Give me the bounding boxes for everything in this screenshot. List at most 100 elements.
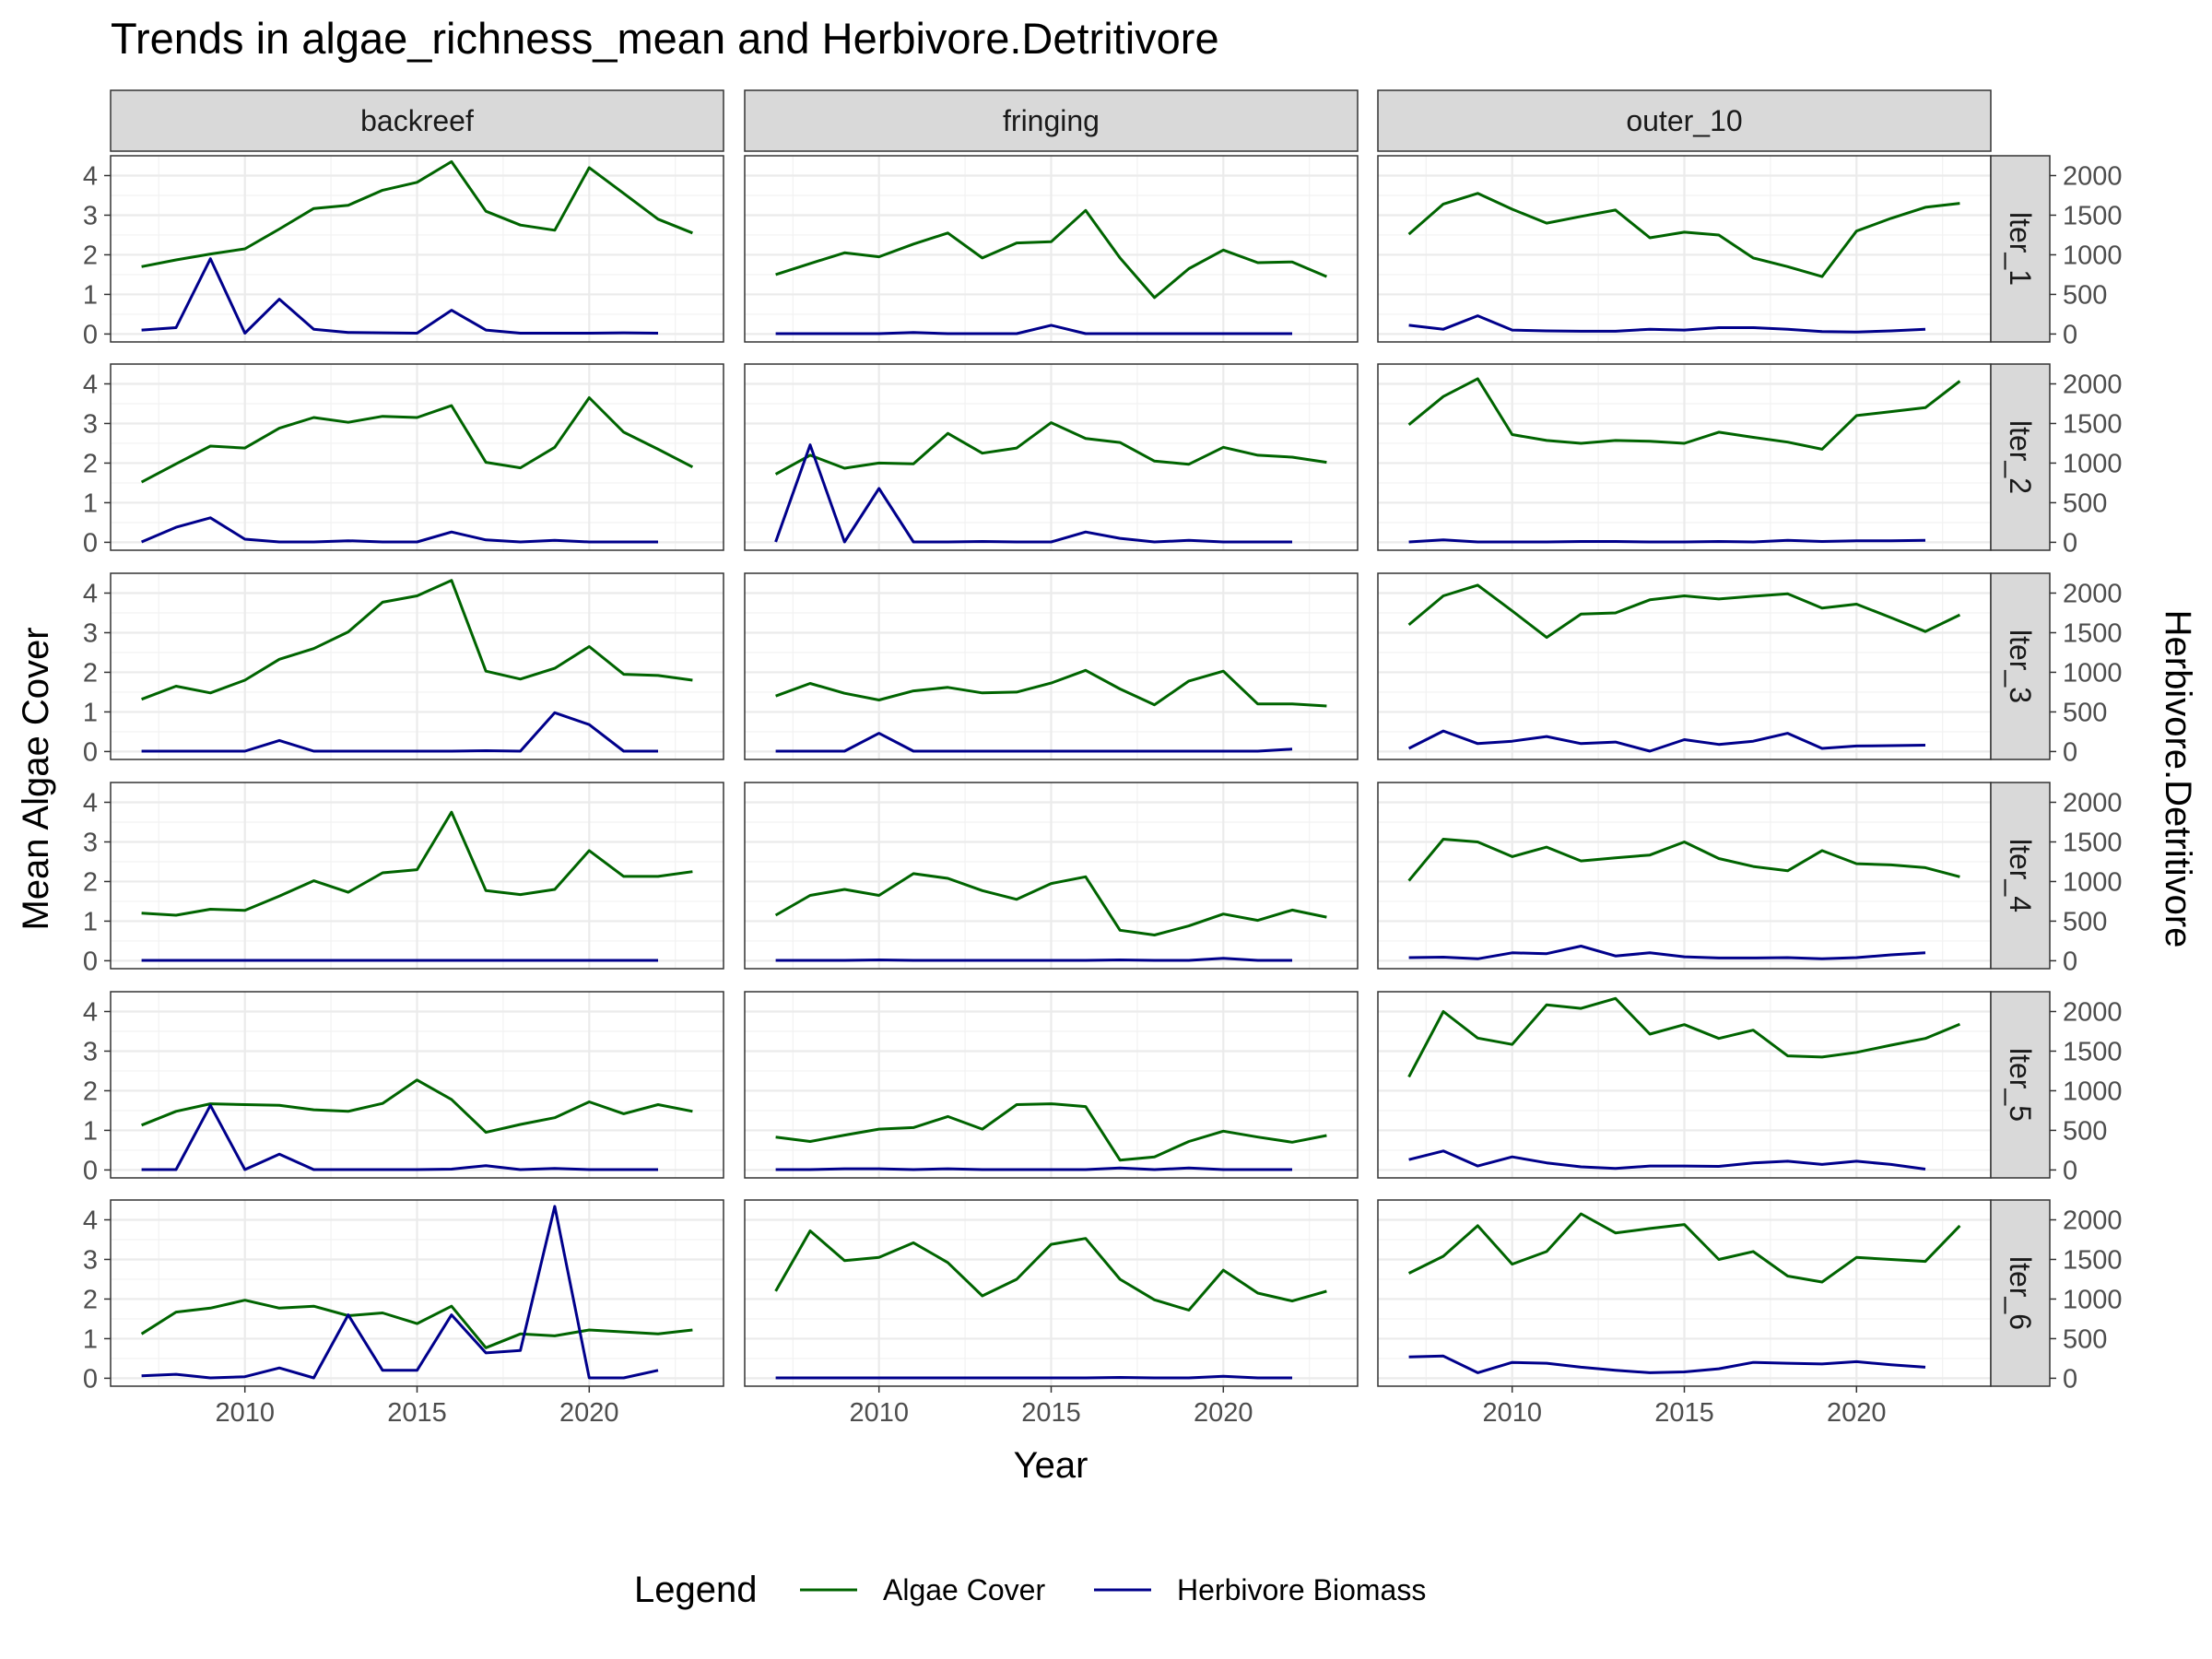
series-line-herbivore-biomass	[775, 957, 1292, 962]
series-line-herbivore-biomass	[141, 1103, 658, 1171]
series-line-algae-cover	[774, 872, 1327, 936]
panel-lter_4-fringing	[744, 782, 1359, 970]
strip-label-lter_2: lter_2	[2004, 420, 2037, 494]
series-line-herbivore-biomass	[774, 443, 1292, 544]
series-line-herbivore-biomass	[1408, 538, 1926, 544]
series-line-algae-cover	[141, 810, 693, 917]
y-tick-label-right: 1500	[2063, 1037, 2123, 1066]
panel-lter_5-outer_10	[1377, 991, 1992, 1179]
y-axis-right: 0 500 1000 1500 2000 0 500 1000 1500 2000 0 500 1000…	[2050, 161, 2123, 1394]
strip-fringing	[744, 89, 1359, 152]
series-line-herbivore-biomass	[141, 516, 658, 544]
series-line-herbivore-biomass	[141, 1205, 659, 1380]
panel-border	[110, 363, 724, 551]
y-tick-label-right: 2000	[2063, 1206, 2123, 1235]
y-tick-label-right: 500	[2063, 907, 2107, 936]
strip-label-lter_3: lter_3	[2004, 629, 2037, 703]
y-tick-label-right: 1500	[2063, 1245, 2123, 1275]
y-tick-label-left: 3	[83, 409, 98, 439]
strip-lter_4	[1990, 782, 2051, 970]
facet-panels	[110, 155, 1992, 1387]
y-tick-label-left: 3	[83, 1037, 98, 1066]
y-axis-right-title: Herbivore.Detritivore	[2158, 610, 2198, 948]
series-line-algae-cover	[140, 1299, 693, 1349]
y-tick-label-left: 2	[83, 867, 98, 897]
y-tick-label-left: 0	[83, 1156, 98, 1185]
panel-border	[744, 991, 1359, 1179]
y-tick-label-right: 1000	[2063, 1285, 2123, 1314]
strip-label-fringing: fringing	[1003, 104, 1100, 137]
panel-border	[744, 572, 1359, 760]
series-line-algae-cover	[775, 668, 1327, 708]
series-line-algae-cover	[141, 159, 693, 268]
legend-label-herbivore-biomass: Herbivore Biomass	[1177, 1573, 1426, 1606]
y-tick-label-left: 3	[83, 618, 98, 648]
y-tick-label-left: 1	[83, 1116, 98, 1146]
y-tick-label-right: 1000	[2063, 241, 2123, 270]
row-strips: lter_1 lter_2 lter_3 lter_4 lter_5 lter_6	[1990, 155, 2051, 1387]
x-tick-label: 2020	[1194, 1398, 1253, 1428]
strip-lter_1	[1990, 155, 2051, 343]
strip-label-lter_1: lter_1	[2004, 212, 2037, 286]
legend-title: Legend	[634, 1570, 757, 1610]
x-tick-label: 2020	[559, 1398, 619, 1428]
series-line-algae-cover	[775, 1102, 1327, 1162]
panel-border	[744, 782, 1359, 970]
y-tick-label-left: 4	[83, 788, 98, 818]
y-tick-label-left: 3	[83, 201, 98, 230]
series-line-herbivore-biomass	[775, 732, 1293, 753]
x-tick-label: 2010	[1482, 1398, 1542, 1428]
series-line-herbivore-biomass	[775, 1374, 1292, 1380]
series-line-herbivore-biomass	[775, 1166, 1292, 1171]
panel-lter_3-outer_10	[1377, 572, 1992, 760]
y-axis-left: 0 1 2 3 4 0 1 2 3 4 0 1 2 3 4 0 1 2 3 4 0 1 2 3 4 0 1 2 3 4	[83, 161, 111, 1394]
series-line-algae-cover	[1407, 377, 1961, 451]
y-tick-label-right: 2000	[2063, 997, 2123, 1027]
y-tick-label-right: 1000	[2063, 1077, 2123, 1106]
legend-label-algae-cover: Algae Cover	[883, 1573, 1045, 1606]
y-tick-label-right: 1000	[2063, 867, 2123, 897]
y-tick-label-left: 2	[83, 658, 98, 688]
y-tick-label-right: 500	[2063, 1116, 2107, 1146]
panel-lter_1-outer_10	[1377, 155, 1992, 343]
panel-lter_6-outer_10	[1377, 1199, 1992, 1387]
column-strips: backreef fringing outer_10	[110, 89, 1992, 152]
strip-label-backreef: backreef	[360, 104, 474, 137]
x-tick-label: 2020	[1827, 1398, 1887, 1428]
series-line-algae-cover	[774, 421, 1327, 476]
y-tick-label-left: 1	[83, 907, 98, 936]
y-tick-label-left: 4	[83, 161, 98, 191]
series-line-algae-cover	[141, 579, 693, 701]
series-line-algae-cover	[1407, 838, 1960, 882]
y-tick-label-right: 0	[2063, 1364, 2077, 1394]
panel-lter_6-fringing	[744, 1199, 1359, 1387]
strip-lter_3	[1990, 572, 2051, 760]
panel-lter_2-backreef	[110, 363, 724, 551]
y-tick-label-left: 0	[83, 528, 98, 558]
legend: Legend Algae Cover Herbivore Biomass	[634, 1570, 1426, 1610]
y-tick-label-left: 1	[83, 280, 98, 310]
chart-title: Trends in algae_richness_mean and Herbiv…	[111, 14, 1219, 63]
y-axis-title: Mean Algae Cover	[16, 627, 56, 930]
y-tick-label-left: 2	[83, 241, 98, 270]
x-tick-label: 2015	[387, 1398, 447, 1428]
panel-lter_3-fringing	[744, 572, 1359, 760]
x-tick-label: 2015	[1021, 1398, 1081, 1428]
panel-lter_4-backreef	[110, 782, 724, 970]
y-tick-label-right: 2000	[2063, 370, 2123, 399]
series-line-herbivore-biomass	[775, 324, 1292, 335]
y-tick-label-left: 0	[83, 737, 98, 767]
y-tick-label-left: 1	[83, 698, 98, 727]
series-line-herbivore-biomass	[1408, 1149, 1926, 1171]
y-tick-label-left: 0	[83, 947, 98, 976]
series-line-algae-cover	[1407, 192, 1960, 278]
y-tick-label-right: 500	[2063, 1324, 2107, 1354]
panel-lter_4-outer_10	[1377, 782, 1992, 970]
y-tick-label-left: 3	[83, 1245, 98, 1275]
y-tick-label-left: 2	[83, 449, 98, 478]
y-tick-label-right: 0	[2063, 320, 2077, 349]
panel-lter_6-backreef	[110, 1199, 724, 1387]
y-tick-label-right: 1500	[2063, 828, 2123, 857]
series-line-algae-cover	[1407, 996, 1960, 1078]
